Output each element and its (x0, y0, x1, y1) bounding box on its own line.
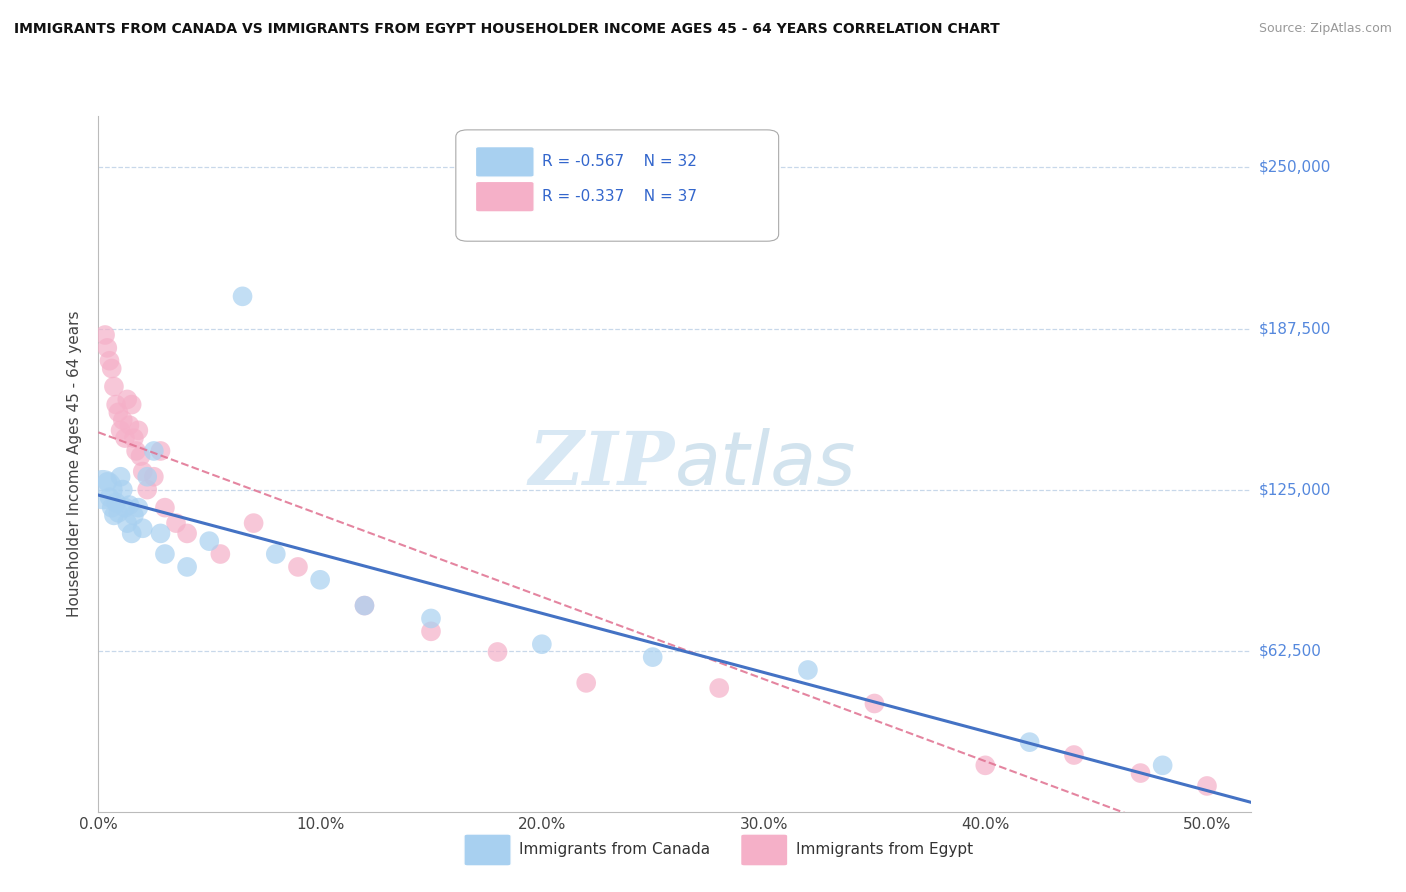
Point (110, 469, 132, 483)
FancyBboxPatch shape (456, 130, 779, 241)
Point (91, 483, 114, 497)
Point (132, 465, 155, 479)
Text: R = -0.567    N = 32: R = -0.567 N = 32 (543, 154, 697, 169)
Point (122, 431, 145, 445)
Point (420, 624, 443, 639)
Point (1018, 735, 1040, 749)
Point (641, 650, 664, 665)
Point (105, 398, 128, 412)
Point (1063, 747, 1085, 762)
Point (103, 508, 125, 523)
Point (1152, 758, 1174, 772)
Point (575, 676, 598, 690)
Point (176, 560, 198, 574)
FancyBboxPatch shape (464, 834, 512, 866)
Text: Immigrants from Canada: Immigrants from Canada (519, 842, 710, 857)
Point (165, 516, 187, 530)
Point (242, 516, 264, 530)
Point (198, 534, 221, 549)
Point (121, 398, 143, 412)
Point (353, 599, 375, 613)
FancyBboxPatch shape (741, 834, 787, 866)
Point (96, 341, 118, 355)
Point (107, 405, 129, 419)
Point (231, 289, 254, 303)
Point (100, 500, 122, 515)
Point (176, 526, 198, 541)
Point (111, 483, 134, 497)
Point (107, 506, 129, 520)
Point (129, 449, 152, 463)
Text: $250,000: $250,000 (1258, 160, 1330, 175)
Point (142, 469, 165, 483)
Point (94, 328, 117, 343)
Point (117, 392, 138, 407)
Text: atlas: atlas (675, 428, 856, 500)
Point (117, 516, 138, 530)
Point (153, 547, 176, 561)
Text: R = -0.337    N = 37: R = -0.337 N = 37 (543, 189, 697, 204)
Point (105, 495, 128, 509)
Point (132, 521, 155, 535)
Text: Immigrants from Egypt: Immigrants from Egypt (796, 842, 973, 857)
Point (136, 469, 159, 483)
Text: IMMIGRANTS FROM CANADA VS IMMIGRANTS FROM EGYPT HOUSEHOLDER INCOME AGES 45 - 64 : IMMIGRANTS FROM CANADA VS IMMIGRANTS FRO… (14, 22, 1000, 37)
Text: ZIP: ZIP (529, 427, 675, 500)
Point (127, 500, 149, 515)
Point (118, 418, 141, 433)
Point (153, 500, 176, 515)
Point (122, 508, 145, 523)
Point (100, 361, 122, 376)
Point (98, 491, 121, 505)
Point (142, 444, 165, 458)
Point (98, 353, 121, 368)
Point (264, 547, 287, 561)
Point (103, 379, 125, 393)
Point (797, 663, 820, 677)
Point (114, 500, 136, 515)
Text: $125,000: $125,000 (1258, 482, 1330, 497)
FancyBboxPatch shape (475, 146, 534, 178)
Point (127, 423, 149, 437)
Point (125, 444, 148, 458)
Point (353, 599, 375, 613)
Point (149, 526, 172, 541)
Point (110, 423, 132, 437)
Point (118, 498, 141, 512)
FancyBboxPatch shape (475, 181, 534, 212)
Point (121, 526, 143, 541)
Point (863, 697, 886, 711)
Point (136, 483, 159, 497)
Point (287, 560, 309, 574)
Point (96, 475, 118, 489)
Text: Source: ZipAtlas.com: Source: ZipAtlas.com (1258, 22, 1392, 36)
Point (111, 413, 134, 427)
Point (309, 573, 332, 587)
Point (114, 431, 136, 445)
Point (709, 681, 731, 695)
Point (209, 547, 232, 561)
Y-axis label: Householder Income Ages 45 - 64 years: Householder Income Ages 45 - 64 years (67, 310, 83, 617)
Text: $187,500: $187,500 (1258, 321, 1330, 336)
Text: $62,500: $62,500 (1258, 643, 1322, 658)
Point (486, 645, 509, 659)
Point (1195, 779, 1218, 793)
Point (420, 611, 443, 625)
Point (974, 758, 997, 772)
Point (530, 637, 553, 651)
Point (1129, 766, 1152, 780)
Point (149, 444, 172, 458)
